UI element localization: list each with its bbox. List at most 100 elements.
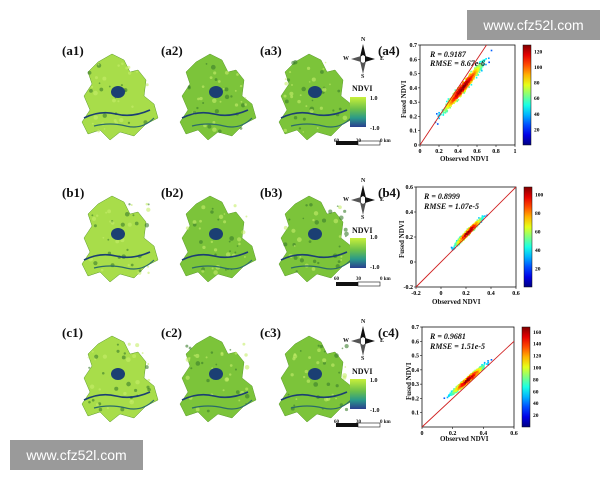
map-texture — [147, 378, 151, 382]
scatter-point — [435, 113, 438, 115]
scatter-point — [471, 76, 474, 79]
map-texture — [121, 62, 124, 66]
ndvi-map — [278, 335, 356, 423]
scatter-point — [443, 111, 446, 114]
colorbar-tick-label: 60 — [533, 389, 539, 395]
map-texture — [125, 357, 131, 363]
map-texture — [236, 245, 239, 247]
map-texture — [120, 84, 123, 87]
scatter-point — [467, 81, 470, 83]
legend-title-b: NDVI — [352, 226, 373, 235]
scatter-point — [437, 115, 440, 117]
map-texture — [229, 250, 231, 253]
map-texture — [130, 204, 133, 207]
map-texture — [228, 373, 232, 376]
scatter-point — [450, 246, 453, 249]
map-texture — [190, 367, 193, 370]
ndvi-map — [81, 53, 159, 141]
map-texture — [245, 387, 249, 391]
colorbar-tick-label: 20 — [533, 413, 539, 419]
scatter-point — [463, 92, 466, 94]
scatter-point — [445, 108, 447, 111]
map-texture — [223, 213, 226, 215]
map-texture — [314, 220, 319, 225]
scatter-point — [452, 99, 455, 101]
y-tick-label: 0 — [410, 260, 413, 266]
panel-label-b1: (b1) — [62, 185, 85, 200]
scatter-point — [478, 67, 481, 70]
colorbar-tick-label: 100 — [535, 192, 544, 198]
compass-west-arrow — [351, 197, 361, 203]
map-texture — [134, 388, 138, 393]
compass-north-arrow — [360, 44, 366, 57]
map-texture — [144, 223, 150, 228]
scatter-point — [463, 85, 466, 87]
scale-bar-white — [357, 140, 381, 146]
panel-label-b2: (b2) — [161, 185, 184, 200]
scatter-point — [453, 97, 456, 99]
map-legend — [336, 44, 381, 146]
scatter-point — [464, 230, 467, 233]
map-river — [83, 109, 151, 119]
map-texture — [229, 236, 234, 241]
scatter-point — [467, 77, 469, 80]
scatter-point — [451, 393, 453, 396]
map-texture — [185, 375, 190, 380]
map-texture — [234, 351, 238, 355]
map-texture — [322, 361, 326, 365]
map-texture — [343, 227, 348, 232]
map-texture — [201, 205, 206, 210]
map-texture — [102, 354, 108, 359]
scatter-point — [441, 109, 444, 111]
scatter-point — [475, 373, 478, 375]
map-texture — [237, 237, 242, 242]
scatter-point — [462, 89, 464, 92]
map-texture — [229, 348, 232, 351]
map-texture — [144, 365, 149, 369]
one-to-one-line — [421, 340, 515, 428]
scatter-point — [463, 232, 466, 235]
map-texture — [215, 363, 218, 366]
scatter-point — [478, 368, 481, 371]
map-texture — [342, 375, 347, 380]
stat-r-a: R = 0.9187 — [430, 50, 466, 59]
map-texture — [213, 270, 218, 275]
scatter-point — [463, 383, 466, 386]
scatter-point — [456, 91, 459, 94]
scatter-point — [476, 68, 479, 70]
scatter-point — [483, 363, 486, 365]
y-tick-label: 0 — [414, 143, 417, 149]
x-tick-label: 0.8 — [492, 149, 500, 155]
map-texture — [94, 358, 97, 361]
scatter-point — [463, 379, 466, 381]
map-texture — [299, 94, 302, 97]
map-texture — [234, 368, 237, 371]
scatter-point — [460, 238, 463, 241]
map-river — [93, 399, 155, 410]
map-texture — [302, 131, 305, 133]
map-texture — [107, 238, 110, 241]
scatter-point — [464, 77, 467, 80]
scatter-point — [453, 246, 455, 249]
map-texture — [217, 218, 220, 221]
scale-bar-white — [357, 281, 381, 287]
scatter-point — [477, 65, 480, 67]
scatter-point — [485, 363, 488, 365]
scatter-point — [470, 378, 473, 381]
scatter-point — [462, 88, 464, 90]
panel-label-c2: (c2) — [161, 325, 182, 340]
map-texture — [127, 264, 130, 267]
map-texture — [284, 99, 289, 104]
ndvi-map — [278, 195, 356, 283]
map-texture — [240, 103, 246, 108]
map-texture — [284, 81, 288, 86]
scatter-point — [479, 63, 481, 65]
x-tick-label: 0.2 — [435, 149, 443, 155]
scatter-point — [459, 86, 462, 89]
scatter-point — [478, 221, 481, 224]
scatter-point — [482, 59, 485, 62]
scatter-point — [467, 78, 470, 81]
scale-label-b-60: 60 — [334, 277, 339, 282]
map-texture — [91, 122, 94, 125]
